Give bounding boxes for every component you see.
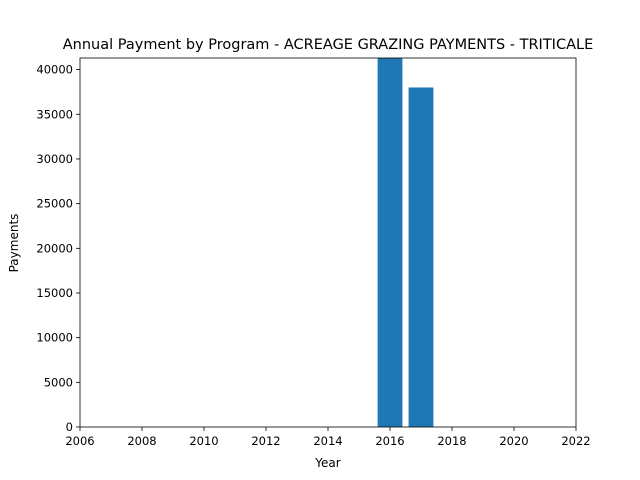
bar-2017 — [408, 87, 434, 427]
y-tick-label: 10000 — [36, 331, 73, 345]
bars-group — [377, 58, 434, 427]
x-tick-label: 2014 — [313, 434, 342, 448]
y-axis-ticks: 0 5000 10000 15000 20000 25000 30000 35000 40000 — [36, 63, 80, 434]
x-tick-label: 2018 — [437, 434, 466, 448]
y-tick-label: 30000 — [36, 152, 73, 166]
y-tick-label: 20000 — [36, 241, 73, 255]
x-tick-label: 2016 — [375, 434, 404, 448]
x-axis-label: Year — [314, 456, 340, 470]
chart-title: Annual Payment by Program - ACREAGE GRAZ… — [63, 37, 594, 53]
bar-2016 — [377, 58, 403, 427]
x-tick-label: 2012 — [251, 434, 280, 448]
x-tick-label: 2020 — [499, 434, 528, 448]
y-tick-label: 25000 — [36, 197, 73, 211]
y-axis-label: Payments — [7, 214, 21, 273]
x-tick-label: 2010 — [189, 434, 218, 448]
x-tick-label: 2008 — [127, 434, 156, 448]
x-axis-ticks: 2006 2008 2010 2012 2014 2016 2018 2020 2022 — [65, 427, 591, 448]
x-tick-label: 2006 — [65, 434, 94, 448]
y-tick-label: 35000 — [36, 107, 73, 121]
plot-frame — [79, 57, 577, 428]
y-tick-label: 40000 — [36, 63, 73, 77]
y-tick-label: 15000 — [36, 286, 73, 300]
x-tick-label: 2022 — [561, 434, 590, 448]
y-tick-label: 5000 — [44, 375, 73, 389]
y-tick-label: 0 — [66, 420, 73, 434]
